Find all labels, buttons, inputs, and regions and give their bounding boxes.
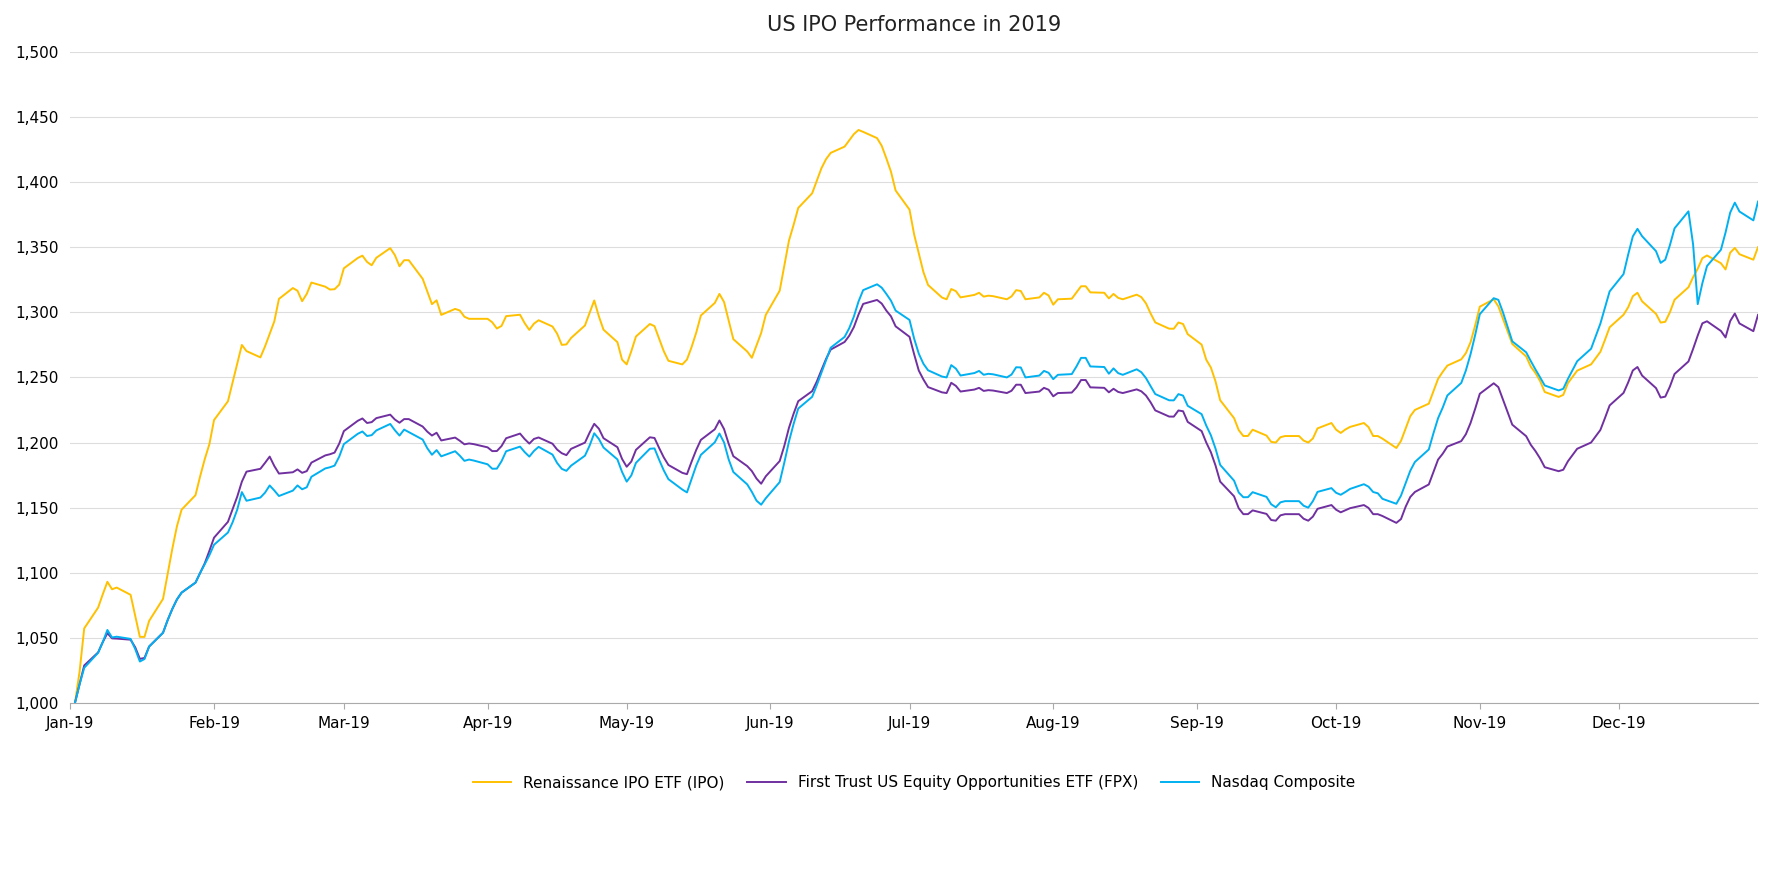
Line: Nasdaq Composite: Nasdaq Composite — [74, 202, 1759, 703]
Line: Renaissance IPO ETF (IPO): Renaissance IPO ETF (IPO) — [74, 130, 1759, 703]
Line: First Trust US Equity Opportunities ETF (FPX): First Trust US Equity Opportunities ETF … — [74, 300, 1759, 703]
Legend: Renaissance IPO ETF (IPO), First Trust US Equity Opportunities ETF (FPX), Nasdaq: Renaissance IPO ETF (IPO), First Trust U… — [466, 769, 1362, 796]
Title: US IPO Performance in 2019: US IPO Performance in 2019 — [768, 15, 1062, 35]
